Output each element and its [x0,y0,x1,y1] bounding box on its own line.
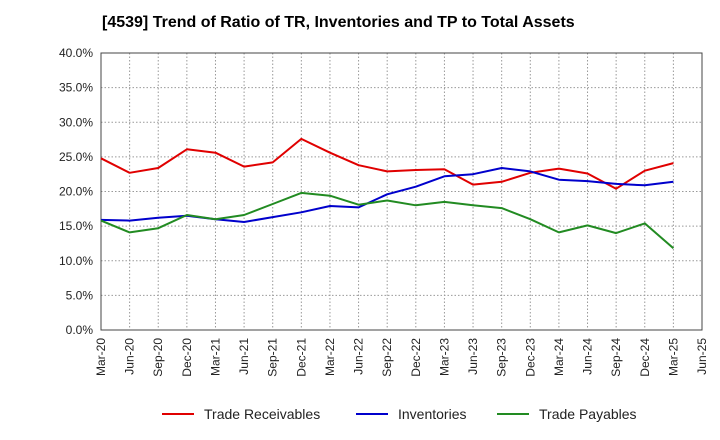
legend-label-trade-payables: Trade Payables [539,406,637,422]
y-tick-label: 5.0% [66,288,94,302]
x-tick-label: Mar-20 [94,338,108,376]
y-tick-label: 30.0% [59,115,93,129]
x-tick-label: Jun-25 [695,338,709,375]
y-tick-label: 0.0% [66,323,94,337]
x-tick-label: Mar-25 [666,338,680,376]
x-tick-label: Jun-24 [581,338,595,375]
legend-label-inventories: Inventories [398,406,466,422]
axes: 0.0% 5.0% 10.0% 15.0% 20.0% 25.0% 30.0% 35.0% 40… [59,46,709,377]
x-tick-label: Mar-21 [208,338,222,376]
x-tick-label: Sep-24 [609,338,623,377]
plot-frame [100,52,703,331]
x-tick-label: Jun-20 [123,338,137,375]
y-tick-label: 20.0% [59,185,93,199]
legend-label-trade-receivables: Trade Receivables [204,406,320,422]
legend: Trade Receivables Inventories Trade Payabl… [162,406,637,422]
x-tick-label: Sep-20 [151,338,165,377]
y-tick-label: 40.0% [59,46,93,60]
y-tick-label: 10.0% [59,254,93,268]
x-tick-label: Dec-23 [523,338,537,377]
y-tick-label: 35.0% [59,81,93,95]
x-tick-label: Dec-20 [180,338,194,377]
x-tick-label: Mar-23 [437,338,451,376]
x-tick-label: Dec-22 [409,338,423,377]
x-tick-label: Sep-21 [266,338,280,377]
y-tick-label: 15.0% [59,219,93,233]
series-line-trade-payables [100,191,675,250]
series-lines [100,137,675,250]
x-tick-label: Mar-22 [323,338,337,376]
x-tick-label: Sep-22 [380,338,394,377]
x-tick-label: Mar-24 [552,338,566,376]
chart-title: [4539] Trend of Ratio of TR, Inventories… [102,14,575,31]
series-line-trade-receivables [100,137,674,190]
x-tick-label: Dec-24 [638,338,652,377]
x-tick-label: Dec-21 [294,338,308,377]
x-tick-label: Jun-22 [352,338,366,375]
x-tick-label: Jun-21 [237,338,251,375]
x-tick-label: Jun-23 [466,338,480,375]
x-tick-label: Sep-23 [495,338,509,377]
y-tick-label: 25.0% [59,150,93,164]
